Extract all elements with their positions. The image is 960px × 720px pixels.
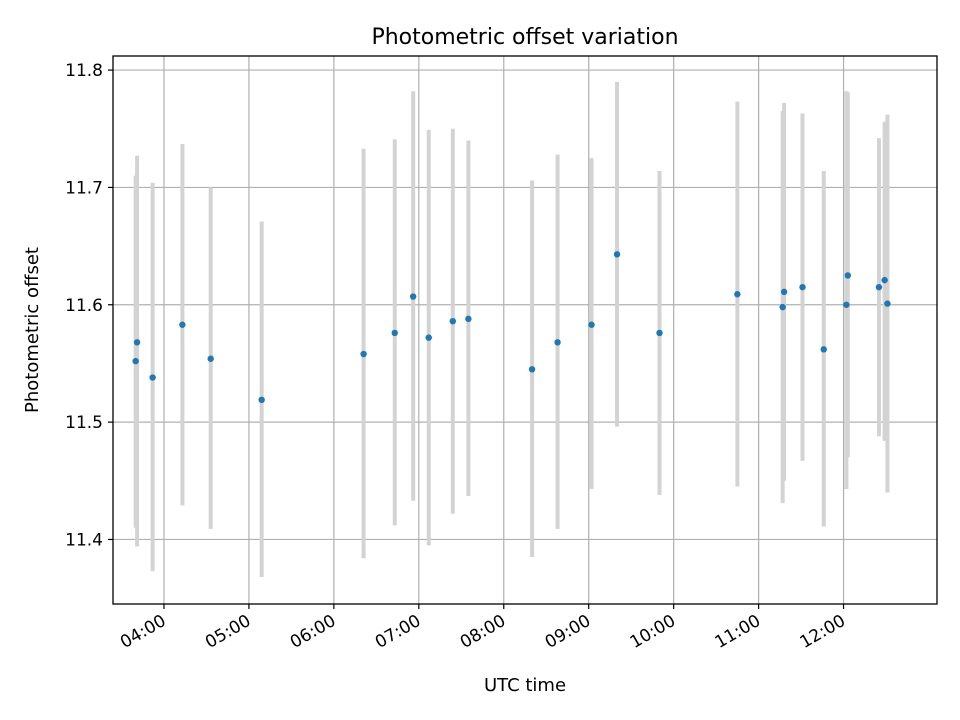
data-point [149, 374, 156, 381]
data-point [780, 288, 788, 296]
data-point [734, 291, 741, 298]
data-point [258, 396, 265, 404]
y-tick-label: 11.8 [65, 61, 103, 81]
data-points [132, 251, 891, 404]
chart-title: Photometric offset variation [371, 25, 678, 50]
data-point [207, 355, 214, 362]
data-point [360, 350, 367, 358]
data-point [820, 346, 827, 353]
data-point [799, 283, 806, 291]
data-point [884, 300, 891, 307]
x-axis-label: UTC time [484, 675, 566, 696]
y-tick-label: 11.4 [65, 530, 103, 550]
data-point [656, 329, 663, 337]
data-point [391, 329, 398, 337]
data-point [881, 276, 888, 284]
data-point [588, 321, 595, 328]
data-point [133, 339, 141, 346]
data-point [425, 334, 432, 341]
data-point [554, 339, 561, 346]
data-point [179, 321, 186, 328]
y-tick-label: 11.7 [65, 178, 103, 198]
data-point [844, 272, 852, 279]
data-point [409, 293, 417, 300]
y-tick-label: 11.5 [65, 413, 103, 433]
grid-lines [113, 56, 937, 604]
y-axis-label: Photometric offset [22, 247, 43, 413]
data-point [449, 317, 456, 325]
y-tick-label: 11.6 [65, 296, 103, 316]
data-point [779, 303, 786, 311]
plot-frame [112, 55, 938, 605]
data-point [613, 251, 621, 258]
data-point [528, 366, 536, 373]
data-point [843, 301, 850, 308]
data-point [875, 283, 883, 291]
data-point [465, 315, 472, 323]
data-point [132, 357, 139, 365]
